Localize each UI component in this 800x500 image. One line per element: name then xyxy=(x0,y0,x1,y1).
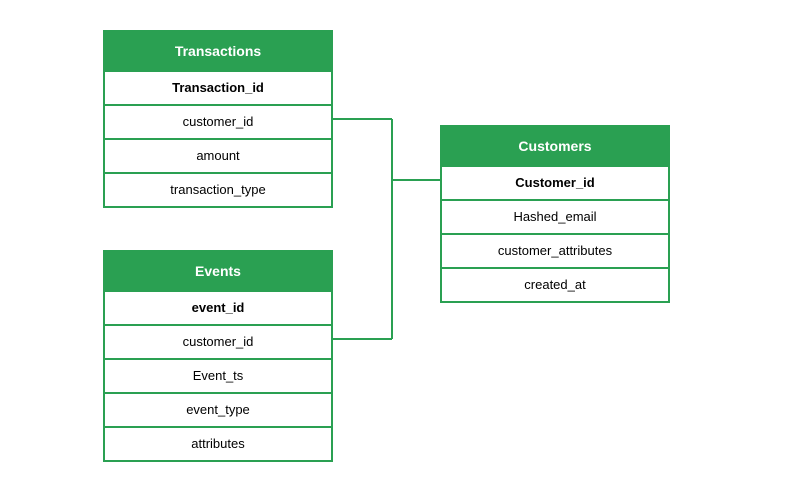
field-customers-0: Customer_id xyxy=(442,165,668,199)
field-transactions-2: amount xyxy=(105,138,331,172)
field-transactions-1: customer_id xyxy=(105,104,331,138)
field-customers-1: Hashed_email xyxy=(442,199,668,233)
field-events-1: customer_id xyxy=(105,324,331,358)
entity-events: Eventsevent_idcustomer_idEvent_tsevent_t… xyxy=(103,250,333,462)
field-events-4: attributes xyxy=(105,426,331,460)
entity-customers: CustomersCustomer_idHashed_emailcustomer… xyxy=(440,125,670,303)
field-customers-3: created_at xyxy=(442,267,668,301)
entity-header-events: Events xyxy=(105,252,331,290)
field-transactions-0: Transaction_id xyxy=(105,70,331,104)
field-events-0: event_id xyxy=(105,290,331,324)
entity-header-transactions: Transactions xyxy=(105,32,331,70)
field-customers-2: customer_attributes xyxy=(442,233,668,267)
entity-header-customers: Customers xyxy=(442,127,668,165)
entity-transactions: TransactionsTransaction_idcustomer_idamo… xyxy=(103,30,333,208)
field-events-3: event_type xyxy=(105,392,331,426)
field-events-2: Event_ts xyxy=(105,358,331,392)
field-transactions-3: transaction_type xyxy=(105,172,331,206)
